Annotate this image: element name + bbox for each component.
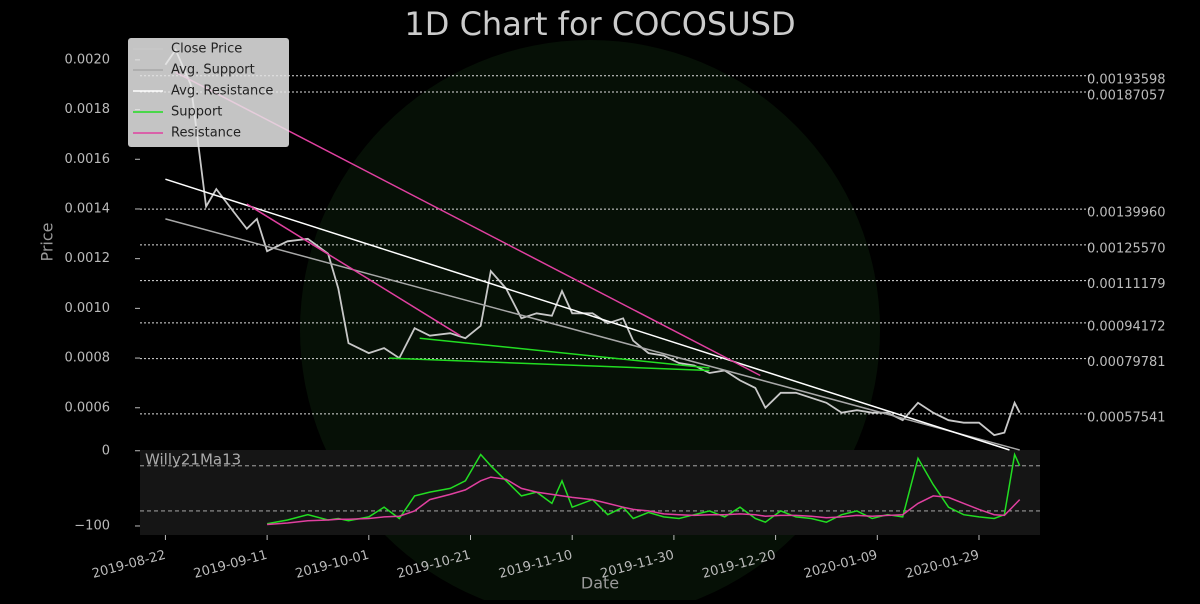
oscillator-title: Willy21Ma13 (145, 451, 241, 469)
y-tick-label: 0.0016 (65, 152, 111, 167)
y-tick-label: 0.0006 (65, 400, 111, 415)
level-label: 0.00057541 (1087, 410, 1166, 425)
legend-box (128, 38, 289, 147)
series-line (419, 337, 710, 369)
series-line (165, 178, 1010, 451)
legend-label: Avg. Resistance (171, 84, 273, 99)
level-label: 0.00079781 (1087, 355, 1166, 370)
y-tick-label: 0.0012 (65, 251, 111, 266)
y-tick-label: 0 (102, 443, 110, 458)
level-label: 0.00193598 (1087, 72, 1166, 87)
level-label: 0.00139960 (1087, 206, 1166, 221)
y-tick-label: 0.0014 (65, 201, 111, 216)
level-label: 0.00111179 (1087, 277, 1166, 292)
series-line (266, 451, 1021, 525)
y-tick-label: 0.0020 (65, 52, 111, 67)
series-line (267, 476, 1021, 526)
level-label: 0.00187057 (1087, 89, 1166, 104)
series-line (246, 203, 461, 337)
y-tick-label: 0.0008 (65, 351, 111, 366)
chart-title: 1D Chart for COCOSUSD (404, 5, 795, 43)
legend-label: Close Price (171, 42, 242, 57)
y-tick-label: 0.0010 (65, 301, 111, 316)
y-axis-label: Price (38, 222, 57, 261)
series-line (165, 218, 1020, 451)
y-tick-label: 0.0018 (65, 102, 111, 117)
legend-label: Avg. Support (171, 63, 255, 78)
legend-label: Support (171, 105, 222, 120)
level-label: 0.00125570 (1087, 241, 1166, 256)
oscillator-panel (140, 450, 1040, 535)
legend-label: Resistance (171, 126, 241, 141)
series-line (389, 357, 710, 372)
legend: Close Price Avg. Support Avg. Resistance Su… (128, 38, 289, 147)
x-axis-label: Date (581, 574, 619, 593)
y-tick-label: −100 (74, 518, 110, 533)
level-label: 0.00094172 (1087, 319, 1166, 334)
